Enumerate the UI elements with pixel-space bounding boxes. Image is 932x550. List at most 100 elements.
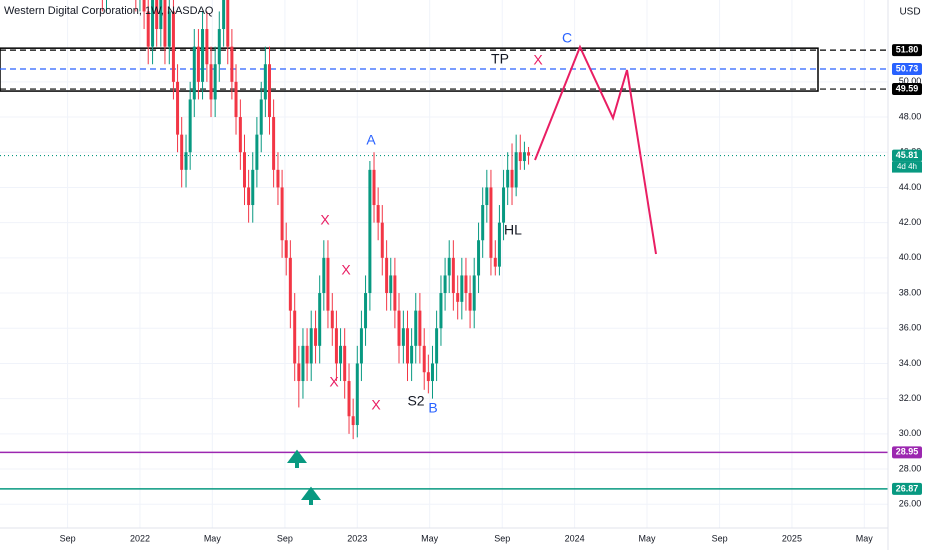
candle-body: [460, 275, 464, 302]
candle-body: [176, 81, 180, 135]
candle-body: [201, 29, 205, 82]
candle-body: [464, 275, 468, 294]
candle-body: [142, 0, 146, 12]
candle-body: [247, 187, 251, 206]
candle-body: [288, 257, 292, 311]
candle-body: [222, 0, 226, 30]
candle-body: [167, 11, 171, 47]
annotations: A X X X X S2 B HL TP X C: [320, 30, 572, 416]
price-tag: [892, 482, 922, 495]
countdown: 4d 4h: [897, 162, 917, 171]
y-tick-label: 30.00: [899, 428, 922, 438]
x-tick-label: May: [638, 533, 656, 543]
candle-body: [489, 187, 493, 258]
candle-body: [456, 293, 460, 302]
candle-body: [527, 152, 531, 156]
candle-body: [477, 240, 481, 276]
candles: [101, 0, 531, 440]
y-tick-label: 36.00: [899, 323, 922, 333]
y-tick-label: 32.00: [899, 393, 922, 403]
candle-body: [293, 310, 297, 364]
candle-body: [180, 134, 184, 170]
candle-body: [343, 345, 347, 382]
candle-body: [213, 64, 217, 100]
price-tag-label: 26.87: [896, 483, 919, 493]
candle-body: [355, 363, 359, 426]
candle-body: [497, 222, 501, 267]
annotation: C: [562, 30, 572, 46]
candle-body: [389, 275, 393, 294]
countdown-tag: [892, 161, 922, 173]
candle-body: [493, 257, 497, 267]
candle-body: [330, 310, 334, 329]
x-tick-label: May: [421, 533, 439, 543]
price-tag: [892, 62, 922, 75]
annotation: X: [329, 374, 339, 390]
candle-body: [230, 46, 234, 82]
candle-body: [368, 169, 372, 294]
candle-body: [351, 416, 355, 426]
price-tag: [892, 149, 922, 162]
candle-body: [184, 152, 188, 170]
candle-body: [242, 152, 246, 188]
price-tag: [892, 44, 922, 57]
candle-body: [192, 46, 196, 100]
candle-body: [364, 293, 368, 329]
candle-body: [522, 152, 526, 162]
candle-body: [284, 240, 288, 258]
candle-body: [510, 169, 514, 188]
candle-body: [196, 46, 200, 82]
y-tick-label: 38.00: [899, 287, 922, 297]
candle-body: [146, 11, 150, 47]
candle-body: [376, 205, 380, 223]
candle-body: [255, 134, 259, 170]
candle-body: [263, 64, 267, 100]
price-tags: 51.80 50.73 49.59 45.81 28.95 26.87 4d 4h: [892, 44, 922, 495]
y-tick-label: 48.00: [899, 111, 922, 121]
candle-body: [430, 363, 434, 382]
candle-body: [385, 257, 389, 294]
candle-body: [205, 29, 209, 65]
candle-body: [451, 257, 455, 294]
y-tick-label: 34.00: [899, 358, 922, 368]
candle-body: [171, 11, 175, 82]
y-tick-label: 42.00: [899, 217, 922, 227]
y-tick-label: 44.00: [899, 182, 922, 192]
currency-label: USD: [899, 7, 920, 18]
candle-body: [322, 257, 326, 294]
candle-body: [422, 345, 426, 373]
candle-body: [372, 169, 376, 206]
candle-body: [410, 345, 414, 364]
candle-body: [334, 328, 338, 364]
candle-body: [314, 328, 318, 346]
price-tag-label: 51.80: [896, 45, 919, 55]
grid: [0, 0, 888, 528]
x-tick-label: 2024: [565, 533, 585, 543]
x-tick-label: 2022: [130, 533, 150, 543]
projection-path: [534, 44, 657, 255]
candle-body: [209, 64, 213, 100]
y-tick-label: 26.00: [899, 499, 922, 509]
candle-body: [234, 81, 238, 118]
candle-body: [272, 117, 276, 170]
candle-body: [238, 117, 242, 153]
annotation: X: [320, 212, 330, 228]
candle-body: [485, 187, 489, 206]
candle-body: [393, 275, 397, 311]
candle-body: [159, 0, 163, 30]
y-tick-label: 40.00: [899, 252, 922, 262]
arrow-up: [301, 486, 321, 505]
annotation: S2: [407, 393, 424, 409]
candle-body: [447, 257, 451, 276]
candle-body: [280, 187, 284, 241]
candle-body: [163, 0, 167, 47]
candle-body: [443, 275, 447, 294]
candle-body: [435, 328, 439, 364]
arrow-up: [287, 449, 307, 468]
candle-body: [359, 328, 363, 364]
candle-body: [347, 381, 351, 417]
annotation: B: [428, 400, 437, 416]
candle-body: [259, 99, 263, 135]
y-tick-label: 28.00: [899, 463, 922, 473]
